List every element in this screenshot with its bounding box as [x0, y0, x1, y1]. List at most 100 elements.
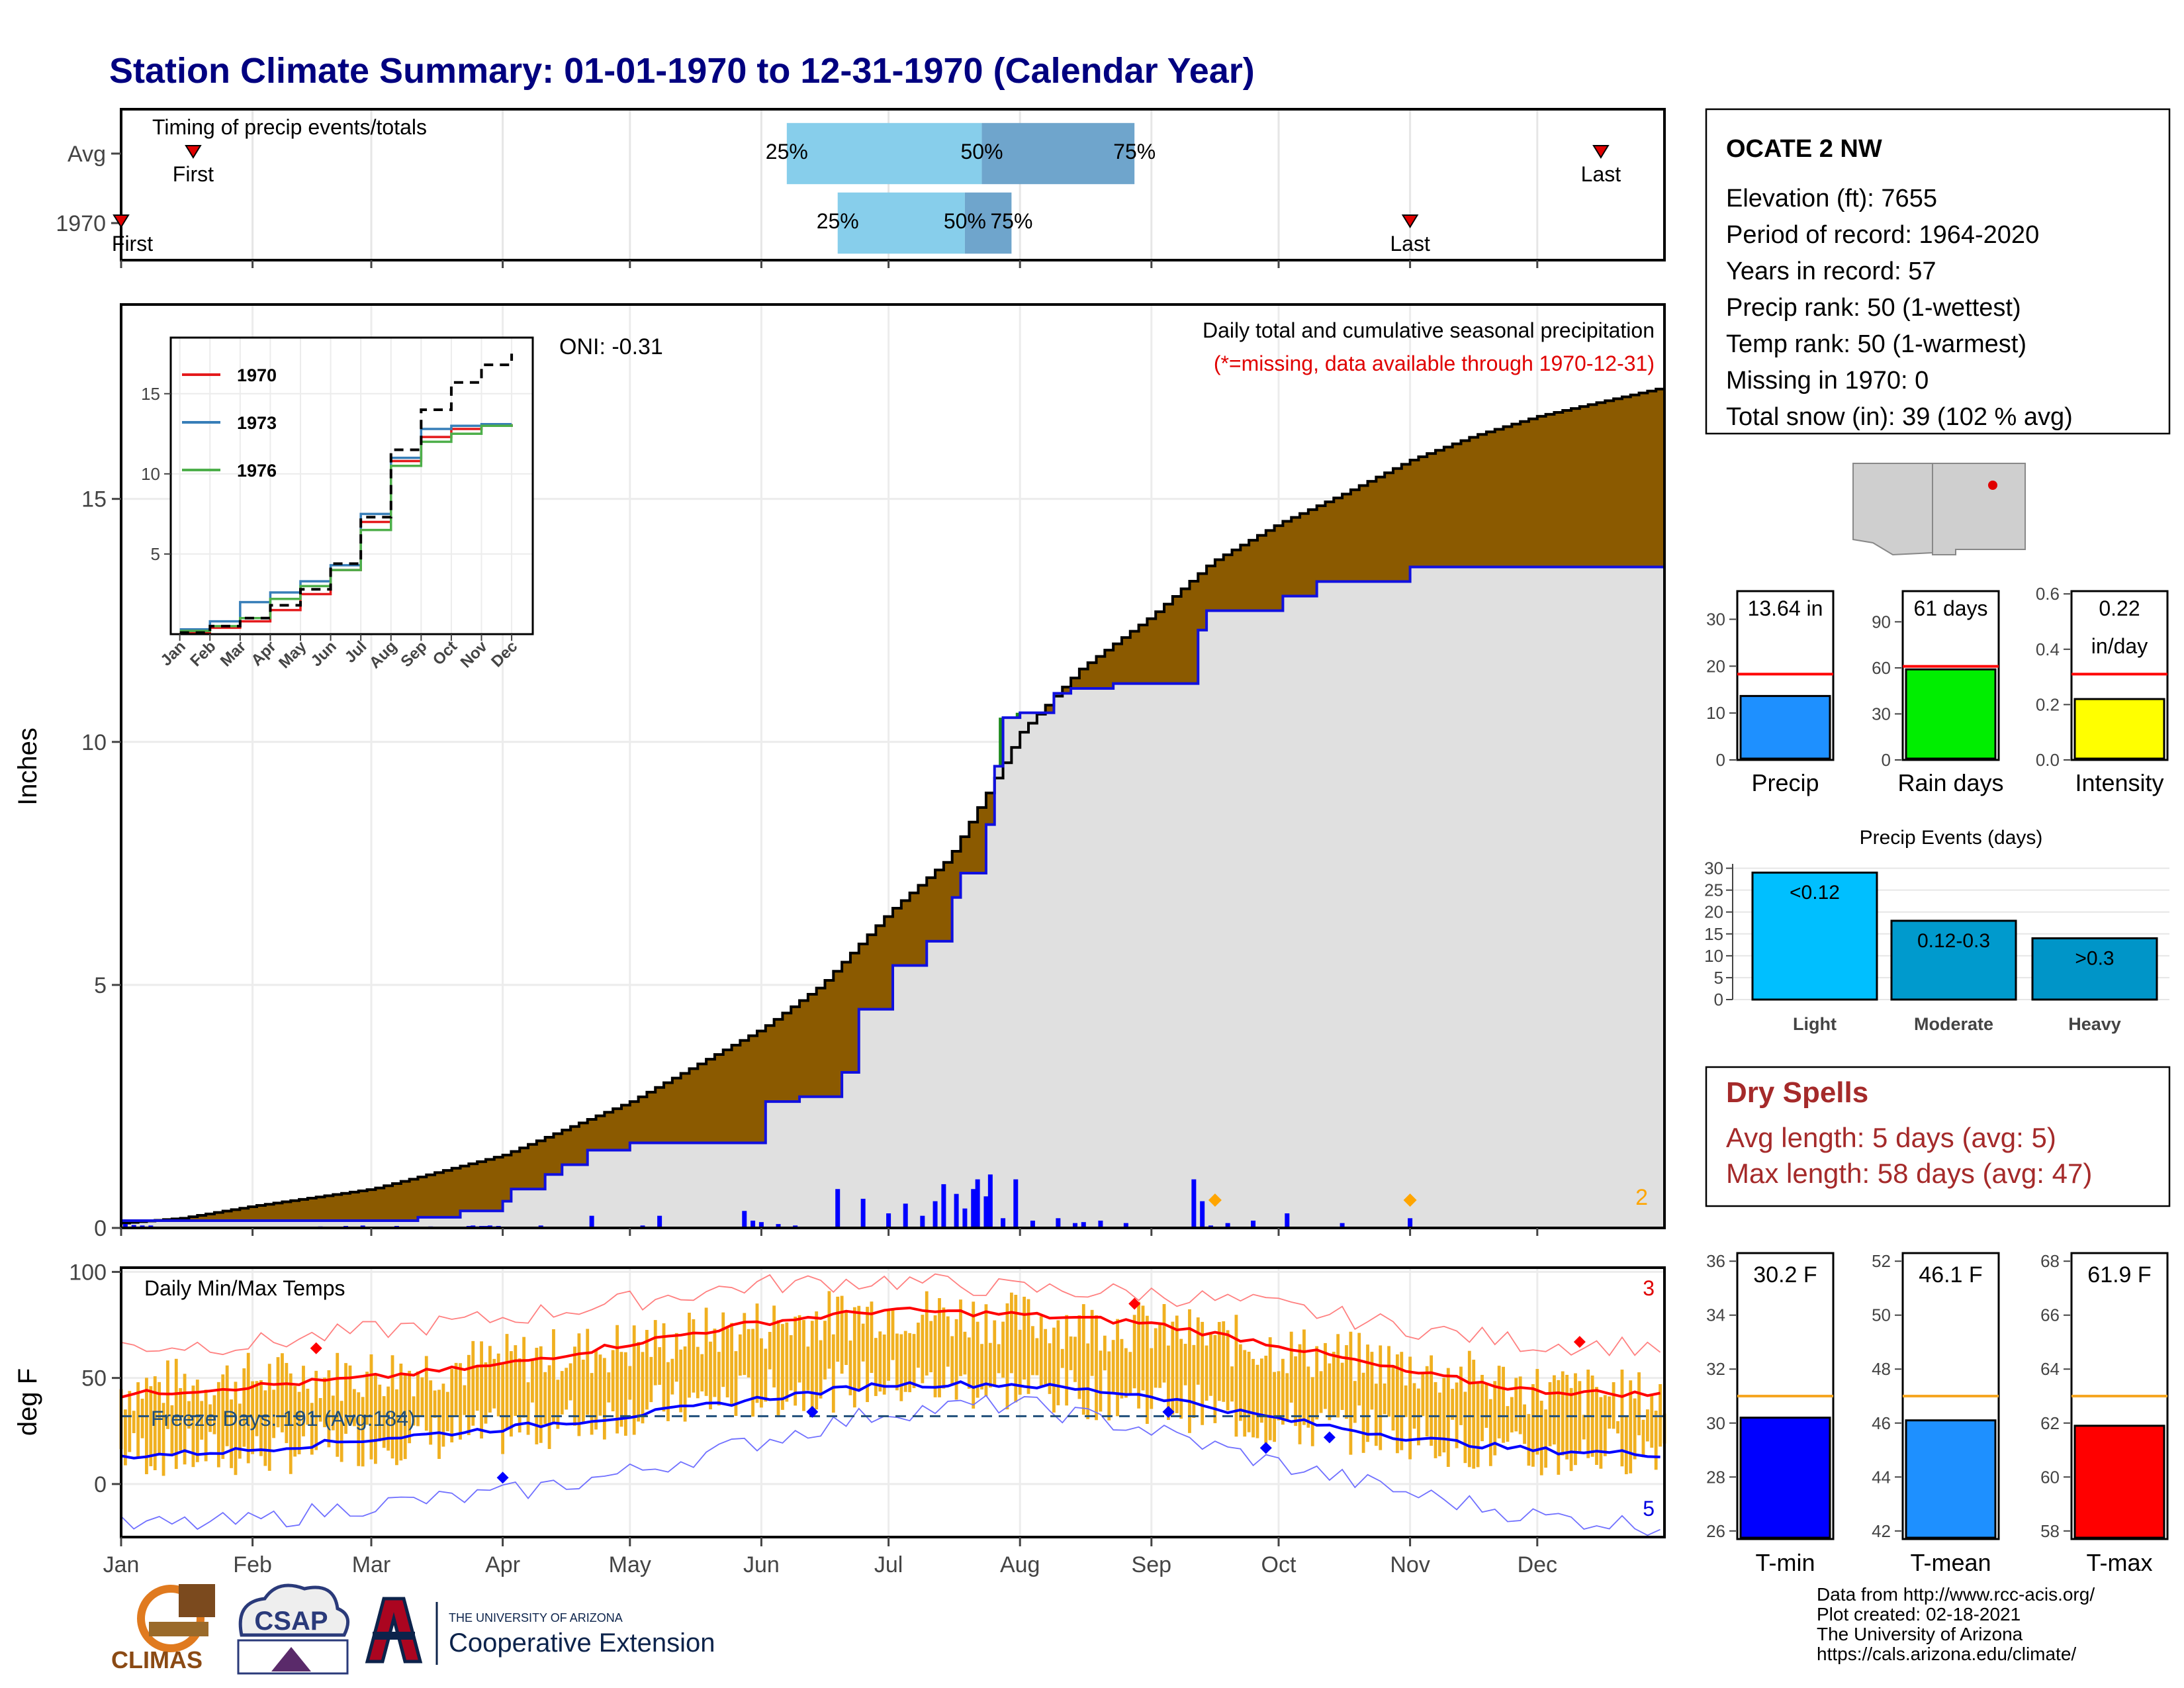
daily-precip-bar — [1001, 1218, 1006, 1228]
daily-temp-bar — [255, 1381, 259, 1436]
precip-events-bar — [2031, 937, 2158, 1001]
daily-temp-bar — [208, 1404, 212, 1432]
daily-temp-bar — [1251, 1358, 1255, 1438]
daily-temp-bar — [230, 1399, 233, 1468]
month-label: Dec — [1518, 1552, 1557, 1577]
precip-summary-tick-label: 0.6 — [2036, 584, 2060, 604]
month-label: Oct — [1261, 1552, 1297, 1577]
inset-y-tick-label: 15 — [141, 384, 160, 404]
daily-temp-bar — [390, 1355, 394, 1459]
station-info-line: Elevation (ft): 7655 — [1726, 185, 1937, 212]
daily-temp-bar — [361, 1397, 365, 1467]
daily-temp-bar — [912, 1334, 916, 1388]
temp-summary-tick-label: 64 — [2040, 1359, 2060, 1379]
daily-temp-bar — [1196, 1317, 1200, 1385]
last-event-label: Last — [1581, 162, 1621, 186]
dry-spells-frame — [1705, 1066, 2171, 1207]
daily-temp-bar — [424, 1356, 428, 1431]
daily-temp-bar — [882, 1335, 886, 1395]
temp-summary-value: 46.1 F — [1919, 1262, 1982, 1288]
precip-summary-bar-group: 13.64 in 0 10 20 30 Precip — [1706, 590, 1835, 796]
precip-events-bar-label: >0.3 — [2075, 947, 2114, 969]
daily-temp-bar — [382, 1396, 386, 1448]
daily-temp-bar — [1205, 1345, 1208, 1401]
daily-temp-bar — [1310, 1377, 1314, 1446]
daily-temp-bar — [387, 1386, 390, 1451]
daily-temp-bar — [743, 1313, 747, 1376]
precip-summary-tick-label: 0 — [1882, 750, 1891, 770]
month-label: Nov — [1390, 1552, 1430, 1577]
precip-missing-count: 2 — [1635, 1185, 1648, 1210]
daily-temp-bar — [187, 1401, 191, 1429]
ua-small-text: THE UNIVERSITY OF ARIZONA — [449, 1611, 623, 1624]
temp-summary-tick-label: 60 — [2040, 1467, 2060, 1487]
daily-temp-bar — [997, 1344, 1001, 1374]
daily-temp-bar — [1493, 1381, 1497, 1456]
daily-temp-bar — [759, 1338, 763, 1408]
daily-temp-bar — [573, 1346, 576, 1426]
temp-summary-tick-label: 58 — [2040, 1521, 2060, 1541]
temp-summary-value: 30.2 F — [1753, 1262, 1817, 1288]
daily-temp-bar — [221, 1374, 225, 1459]
precip-y-axis-label: Inches — [13, 727, 42, 806]
daily-temp-bar — [1302, 1329, 1306, 1425]
footer-credit-line: https://cals.arizona.edu/climate/ — [1817, 1644, 2076, 1664]
daily-temp-bar — [276, 1357, 280, 1428]
daily-temp-bar — [1569, 1387, 1573, 1472]
daily-temp-bar — [1404, 1385, 1408, 1417]
daily-temp-bar — [1183, 1344, 1187, 1385]
observed-cumulative-fill — [121, 565, 1664, 1228]
precip-events-tick-label: 5 — [1714, 968, 1723, 988]
month-label: Sep — [1132, 1552, 1172, 1577]
daily-temp-bar — [1285, 1373, 1289, 1421]
daily-temp-bar — [1446, 1368, 1450, 1467]
daily-temp-bar — [1408, 1356, 1412, 1460]
daily-temp-bar — [267, 1364, 271, 1471]
daily-temp-bar — [1608, 1396, 1612, 1429]
climas-logo-band — [149, 1622, 208, 1636]
daily-temp-bar — [1497, 1366, 1501, 1438]
daily-temp-bar — [1484, 1383, 1488, 1428]
daily-temp-bar — [543, 1372, 547, 1425]
daily-temp-bar — [1031, 1326, 1034, 1376]
daily-temp-bar — [501, 1364, 504, 1454]
daily-temp-bar — [1531, 1384, 1535, 1467]
daily-temp-bar — [984, 1304, 988, 1397]
daily-temp-bar — [1259, 1358, 1263, 1423]
inset-frame — [169, 336, 534, 635]
daily-temp-bar — [454, 1362, 458, 1415]
timing-q25-label: 25% — [766, 140, 808, 164]
precip-events-bar-label: 0.12-0.3 — [1917, 930, 1990, 952]
daily-temp-bar — [153, 1376, 157, 1470]
daily-temp-bar — [1654, 1411, 1658, 1470]
precip-summary-tick-label: 30 — [1872, 704, 1891, 724]
daily-precip-bar — [954, 1194, 959, 1228]
ua-big-text: Cooperative Extension — [449, 1628, 715, 1658]
daily-temp-bar — [840, 1295, 844, 1374]
daily-temp-bar — [1023, 1296, 1026, 1380]
climas-logo-text: CLIMAS — [111, 1646, 203, 1673]
precip-summary-tick-label: 20 — [1706, 656, 1725, 676]
daily-temp-bar — [1243, 1350, 1247, 1437]
daily-temp-bar — [628, 1366, 632, 1400]
daily-precip-bar — [131, 1225, 136, 1228]
month-label: Jun — [743, 1552, 780, 1577]
temp-summary-tick-label: 50 — [1872, 1305, 1891, 1325]
precip-summary-label: Intensity — [2075, 769, 2163, 796]
map-state-new-mexico — [1932, 463, 2026, 555]
precip-summary-bar — [1739, 694, 1831, 760]
timing-bar-q50-q75 — [981, 122, 1135, 185]
daily-temp-bar — [891, 1309, 895, 1360]
daily-temp-bar — [1535, 1368, 1539, 1455]
daily-temp-bar — [526, 1382, 530, 1435]
daily-temp-bar — [1506, 1406, 1510, 1442]
timing-bar-q25-q50 — [786, 122, 982, 185]
daily-temp-bar — [1430, 1355, 1433, 1446]
ua-logo-bar — [373, 1632, 415, 1640]
daily-temp-bar — [1345, 1345, 1348, 1419]
daily-temp-bar — [246, 1352, 250, 1464]
daily-temp-bar — [1052, 1327, 1056, 1413]
daily-temp-bar — [1137, 1301, 1140, 1409]
